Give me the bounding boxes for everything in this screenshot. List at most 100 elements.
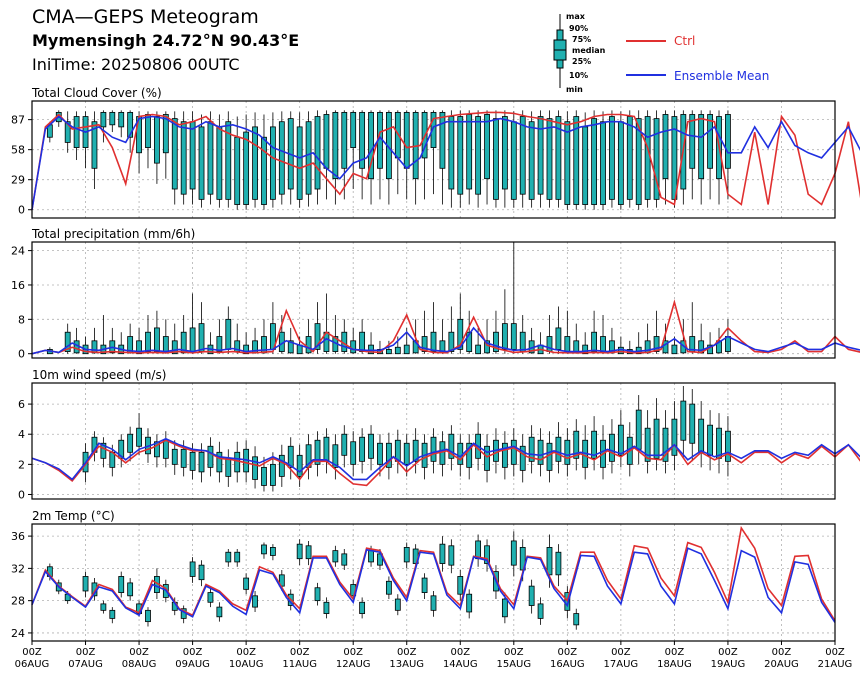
box-41: [421, 573, 428, 600]
box-body: [109, 111, 116, 126]
x-date-label: 20AUG: [764, 659, 799, 670]
box-34: [385, 432, 392, 480]
box-4: [82, 111, 89, 169]
box-13: [162, 111, 169, 179]
box-59: [609, 419, 615, 474]
box-36: [368, 110, 374, 205]
y-tick-label: 8: [18, 313, 25, 326]
box-26: [314, 431, 321, 477]
box-72: [725, 416, 731, 477]
panel-3: 2m Temp (°C) 24 28 32 36: [11, 509, 836, 642]
box-body: [421, 336, 428, 352]
box-body: [430, 436, 437, 462]
box-body: [582, 344, 589, 355]
box-body: [368, 111, 374, 180]
box-body: [314, 323, 321, 350]
box-body: [537, 603, 544, 619]
box-body: [154, 116, 160, 164]
box-23: [261, 319, 267, 354]
box-body: [439, 441, 446, 465]
box-body: [653, 118, 660, 200]
box-body: [180, 121, 187, 195]
box-58: [573, 323, 580, 354]
box-body: [171, 118, 178, 190]
box-body: [118, 576, 125, 593]
box-body: [662, 427, 669, 462]
box-47: [475, 534, 482, 567]
box-39: [430, 428, 437, 474]
box-34: [359, 319, 366, 354]
box-62: [635, 395, 642, 465]
box-body: [314, 587, 321, 602]
box-body: [341, 433, 348, 456]
box-19: [225, 306, 232, 354]
box-25: [305, 434, 312, 480]
box-28: [305, 540, 312, 566]
box-41: [421, 310, 428, 354]
box-58: [573, 608, 580, 630]
box-29: [341, 425, 348, 468]
x-date-label: 08AUG: [122, 659, 157, 670]
box-6: [109, 607, 116, 624]
box-12: [162, 319, 169, 354]
box-body: [332, 444, 339, 468]
box-body: [484, 445, 490, 471]
box-63: [609, 110, 615, 208]
legend-box-glyph: max 90% 75% median 25% 10% min: [553, 12, 606, 94]
box-body: [109, 609, 116, 619]
box-body: [582, 126, 589, 205]
box-11: [145, 111, 151, 169]
box-54: [528, 111, 535, 208]
panel-1: Total precipitation (mm/6h) 0 8 16 24: [11, 227, 860, 361]
box-body: [653, 418, 660, 459]
box-8: [127, 578, 134, 601]
box-body: [725, 430, 731, 462]
box-body: [368, 344, 374, 355]
box-3: [82, 571, 89, 598]
x-hour-label: 00Z: [22, 647, 42, 658]
box-29: [314, 582, 321, 606]
box-body: [609, 433, 615, 462]
box-body: [591, 331, 597, 352]
box-body: [359, 111, 366, 169]
box-body: [403, 547, 410, 563]
box-body: [154, 327, 160, 352]
box-body: [519, 116, 526, 195]
y-tick-label: 29: [11, 174, 25, 187]
box-59: [582, 332, 589, 355]
box-body: [64, 121, 71, 143]
box-body: [501, 116, 508, 190]
x-hour-label: 00Z: [611, 647, 631, 658]
box-10: [145, 607, 151, 627]
box-17: [207, 587, 214, 608]
ctrl-series-line: [31, 525, 836, 622]
box-13: [171, 323, 178, 355]
ctrl-series-line: [31, 111, 860, 210]
mean-series-line: [31, 115, 860, 210]
box-body: [207, 445, 214, 468]
box-8: [154, 434, 160, 468]
box-body: [644, 427, 651, 462]
box-body: [707, 424, 713, 456]
box-72: [689, 110, 696, 200]
box-64: [617, 111, 624, 210]
box-14: [207, 437, 214, 477]
y-tick-label: 0: [18, 204, 25, 217]
box-52: [510, 111, 517, 208]
box-21: [243, 332, 250, 355]
mean-series-line: [31, 437, 860, 481]
box-body: [716, 340, 722, 354]
box-48: [475, 110, 482, 208]
box-body: [725, 114, 731, 169]
box-body: [189, 327, 196, 352]
box-body: [377, 442, 383, 465]
box-15: [216, 441, 223, 483]
box-body: [528, 436, 535, 462]
box-56: [555, 306, 562, 354]
box-14: [180, 315, 187, 354]
box-43: [466, 434, 473, 480]
box-37: [385, 576, 392, 600]
box-body: [198, 126, 205, 200]
x-hour-label: 00Z: [665, 647, 685, 658]
